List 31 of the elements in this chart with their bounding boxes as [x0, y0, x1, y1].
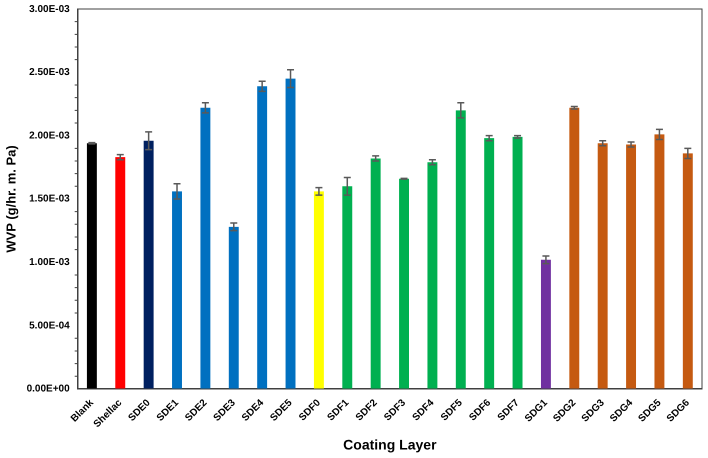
bar [569, 108, 580, 389]
y-tick-label: 1.00E-03 [29, 257, 70, 268]
bar [286, 78, 296, 389]
bar [654, 134, 664, 389]
bar [342, 186, 352, 389]
y-tick-label: 2.00E-03 [29, 130, 70, 142]
bar [456, 110, 466, 389]
bar [399, 178, 410, 389]
bar [172, 191, 182, 389]
y-tick-label: 3.00E-03 [29, 4, 70, 15]
y-tick-label: 0.00E+00 [26, 384, 70, 395]
bar [427, 162, 438, 389]
bar [540, 260, 551, 389]
y-tick-label: 2.50E-03 [29, 67, 70, 78]
bar [144, 140, 154, 389]
bar [682, 153, 693, 389]
bar [598, 143, 608, 389]
y-tick-label: 1.50E-03 [29, 194, 70, 205]
bar [257, 86, 268, 389]
bar [314, 191, 324, 389]
x-axis-title: Coating Layer [343, 436, 438, 452]
y-axis-title: WVP (g/hr. m. Pa) [3, 145, 18, 253]
bar [115, 157, 126, 389]
y-tick-label: 5.00E-04 [29, 320, 70, 332]
bar [200, 108, 210, 389]
bar [512, 136, 523, 389]
bar [484, 138, 494, 389]
bar [370, 158, 381, 389]
bar [626, 144, 636, 389]
bar [86, 143, 97, 389]
bar [228, 226, 239, 389]
